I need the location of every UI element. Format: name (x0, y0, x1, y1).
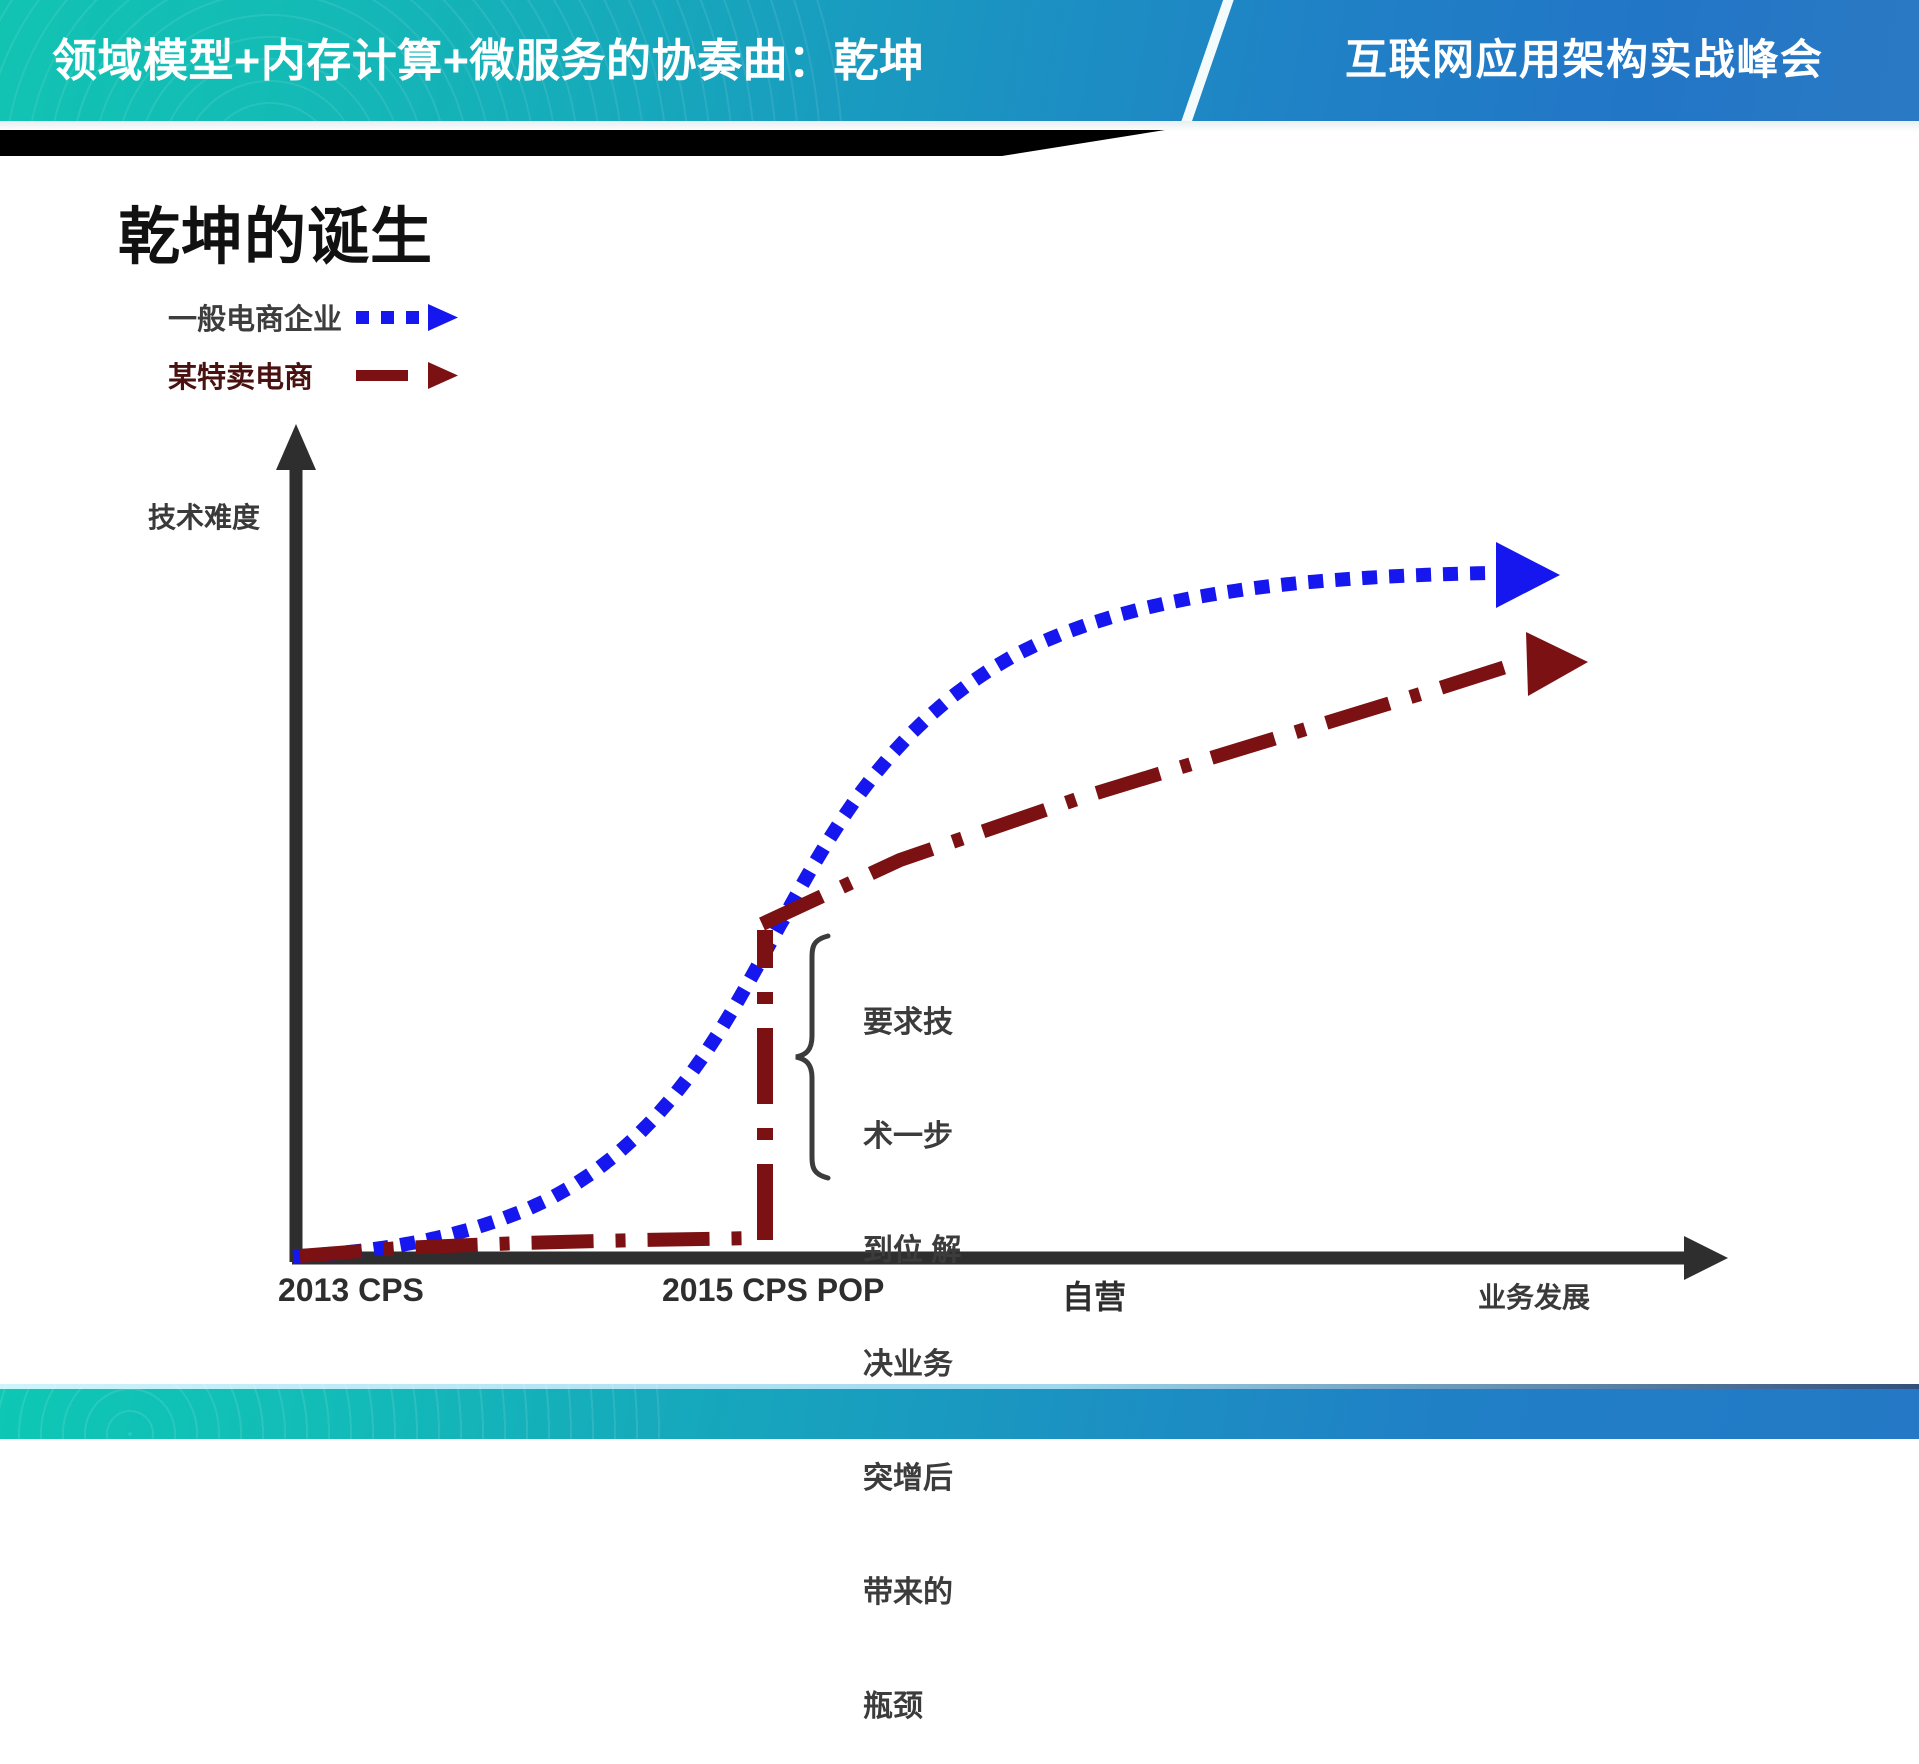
legend-item-label: 一般电商企业 (168, 304, 343, 336)
header-black-accent-bar (0, 130, 1165, 156)
header-right-title: 互联网应用架构实战峰会 (1345, 36, 1824, 83)
header-left-title: 领域模型+内存计算+微服务的协奏曲：乾坤 (52, 35, 925, 86)
y-axis (276, 424, 316, 1262)
series-general-ecommerce (292, 542, 1560, 1264)
footer-top-divider (0, 1384, 1919, 1389)
x-axis (292, 1236, 1728, 1280)
slide-footer-banner (0, 1384, 1919, 1439)
technical-difficulty-chart: 技术难度 业务发展 2013 CPS 2015 CPS POP 自营 (0, 400, 1919, 1360)
x-tick-label-2015-cps-pop: 2015 CPS POP (662, 1272, 885, 1308)
legend-item-general-ecommerce: 一般电商企业 (168, 288, 464, 346)
x-tick-label-ziying: 自营 (1062, 1279, 1127, 1315)
annotation-line: 要求技 (863, 1006, 953, 1039)
chart-canvas (276, 424, 1728, 1280)
header-underline-divider (0, 121, 1919, 132)
annotation-brace-icon (795, 933, 831, 1181)
slide-header-banner: 领域模型+内存计算+微服务的协奏曲：乾坤 互联网应用架构实战峰会 (0, 0, 1919, 121)
header-diagonal-slash-icon (1174, 0, 1240, 121)
series-flash-sale-ecommerce (299, 632, 1588, 1263)
annotation-line: 瓶颈 (863, 1690, 923, 1723)
x-tick-label-2013-cps: 2013 CPS (278, 1272, 424, 1308)
legend-swatch-dotted-blue (354, 301, 464, 333)
annotation-line: 术一步 (863, 1120, 953, 1153)
page-title: 乾坤的诞生 (118, 203, 434, 272)
legend-swatch-dashed-darkred (354, 359, 464, 391)
chart-legend: 一般电商企业 某特卖电商 (168, 288, 464, 404)
annotation-line: 带来的 (863, 1576, 953, 1609)
legend-item-flash-sale-ecommerce: 某特卖电商 (168, 346, 464, 404)
legend-item-label: 某特卖电商 (168, 362, 314, 394)
footer-ring-decoration (0, 1384, 680, 1439)
annotation-line: 决业务 (863, 1348, 953, 1381)
annotation-line: 突增后 (863, 1462, 953, 1495)
x-axis-label: 业务发展 (1478, 1282, 1591, 1313)
bottleneck-annotation: 要求技 术一步 到位 解 决业务 突增后 带来的 瓶颈 (863, 928, 961, 1764)
annotation-line: 到位 解 (863, 1234, 962, 1267)
y-axis-label: 技术难度 (148, 502, 261, 533)
